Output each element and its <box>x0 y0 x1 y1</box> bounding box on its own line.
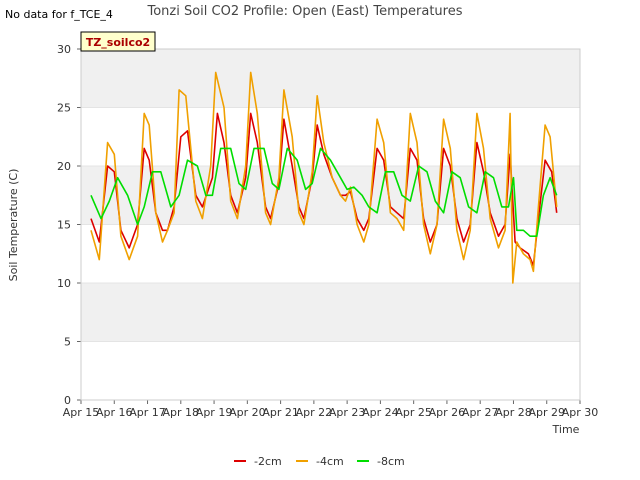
series-lines <box>90 71 558 284</box>
y-tick-label: 30 <box>57 43 71 56</box>
x-tick-label: Apr 19 <box>196 406 233 419</box>
grid-band <box>81 283 580 342</box>
series-line-2 <box>90 71 558 284</box>
x-tick-label: Apr 16 <box>96 406 133 419</box>
x-tick-label: Apr 17 <box>129 406 166 419</box>
legend-label: -2cm <box>254 455 282 468</box>
x-tick-label: Apr 15 <box>63 406 100 419</box>
grid-band <box>81 49 580 108</box>
y-tick-label: 20 <box>57 160 71 173</box>
x-tick-label: Apr 27 <box>462 406 499 419</box>
x-tick-label: Apr 23 <box>329 406 366 419</box>
plot-frame <box>80 48 581 401</box>
legend: -2cm -4cm -8cm <box>234 455 405 468</box>
x-tick-label: Apr 25 <box>395 406 432 419</box>
y-tick-label: 5 <box>64 336 71 349</box>
x-tick-label: Apr 26 <box>429 406 466 419</box>
no-data-note: No data for f_TCE_4 <box>5 8 113 21</box>
legend-label: -4cm <box>316 455 344 468</box>
x-tick-label: Apr 29 <box>528 406 565 419</box>
x-tick-label: Apr 18 <box>163 406 200 419</box>
y-tick-label: 25 <box>57 102 71 115</box>
x-tick-label: Apr 28 <box>495 406 532 419</box>
annotation-box-bg <box>80 31 156 52</box>
y-tick-label: 10 <box>57 277 71 290</box>
x-tick-label: Apr 21 <box>262 406 299 419</box>
x-tick-label: Apr 30 <box>562 406 599 419</box>
y-tick-label: 0 <box>64 394 71 407</box>
annotation-box-label: TZ_soilco2 <box>86 36 150 49</box>
y-axis-ticks: 0 5 10 15 20 25 30 <box>57 43 81 407</box>
annotation-box: TZ_soilco2 <box>80 31 156 52</box>
x-tick-label: Apr 24 <box>362 406 399 419</box>
series-line-3 <box>90 147 558 237</box>
x-tick-label: Apr 20 <box>229 406 266 419</box>
x-axis-label: Time <box>552 423 580 436</box>
grid-bands <box>81 49 580 401</box>
x-tick-label: Apr 22 <box>296 406 333 419</box>
grid-band <box>81 166 580 225</box>
chart-title: Tonzi Soil CO2 Profile: Open (East) Temp… <box>146 4 462 19</box>
y-axis-label: Soil Temperature (C) <box>7 169 20 282</box>
legend-label: -8cm <box>377 455 405 468</box>
y-tick-label: 15 <box>57 219 71 232</box>
